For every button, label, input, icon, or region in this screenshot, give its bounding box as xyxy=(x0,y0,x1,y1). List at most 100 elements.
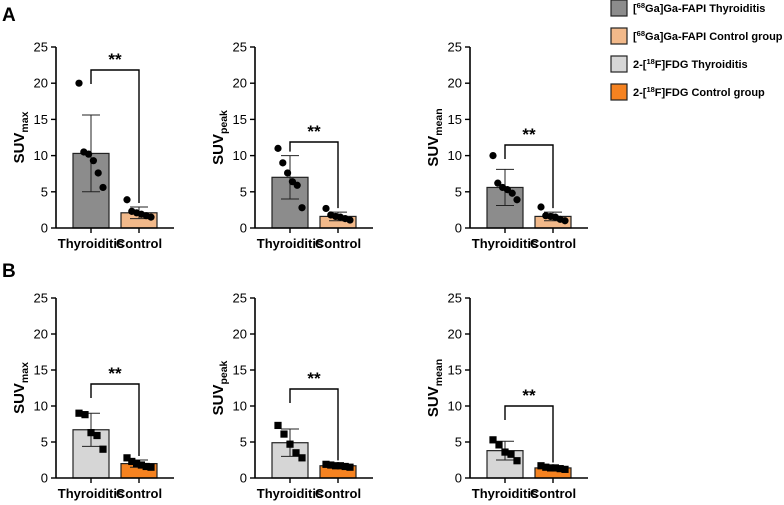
data-point xyxy=(142,462,150,471)
y-axis-label-sub: max xyxy=(19,362,31,383)
data-point xyxy=(551,464,559,472)
legend-entry: 2-[18F]FDG Control group xyxy=(610,83,765,101)
data-point xyxy=(298,204,306,212)
legend-label-sup: 18 xyxy=(646,85,654,94)
significance-label: ** xyxy=(522,386,536,405)
y-axis-label: SUVmean xyxy=(425,359,445,417)
y-axis-label-main: SUV xyxy=(11,383,28,414)
data-point xyxy=(284,169,292,177)
legend: [68Ga]Ga-FAPI Thyroiditis [68Ga]Ga-FAPI … xyxy=(610,0,783,101)
y-tick-label: 25 xyxy=(233,40,247,55)
data-point xyxy=(561,465,569,473)
y-tick-label: 15 xyxy=(448,112,462,127)
y-tick-label: 15 xyxy=(34,363,48,378)
y-tick-label: 10 xyxy=(233,399,247,414)
x-tick-label: Thyroiditis xyxy=(58,486,124,501)
data-point xyxy=(87,429,95,437)
legend-swatch xyxy=(610,27,628,45)
significance-bracket xyxy=(504,405,554,463)
data-point xyxy=(128,457,136,466)
y-tick-label: 0 xyxy=(455,221,462,236)
x-tick-label: Control xyxy=(116,236,162,251)
y-axis-label-sub: peak xyxy=(218,360,230,384)
y-tick-label: 10 xyxy=(448,399,462,414)
legend-swatch xyxy=(610,83,628,101)
legend-label-sup: 18 xyxy=(646,57,654,66)
data-point xyxy=(322,460,330,468)
y-axis-label-sub: max xyxy=(19,111,31,132)
y-tick-label: 25 xyxy=(233,291,247,306)
data-point xyxy=(346,216,354,224)
data-point xyxy=(336,462,344,470)
data-point xyxy=(133,460,141,468)
data-point xyxy=(537,462,545,470)
data-point xyxy=(547,464,555,472)
data-point xyxy=(332,462,340,470)
y-tick-label: 0 xyxy=(240,471,247,486)
y-tick-label: 15 xyxy=(34,112,48,127)
data-point xyxy=(513,457,521,465)
x-tick-label: Thyroiditis xyxy=(257,486,323,501)
y-tick-label: 15 xyxy=(448,363,462,378)
data-point xyxy=(537,203,545,211)
y-axis-label-main: SUV xyxy=(425,386,442,417)
significance-bracket xyxy=(289,388,339,461)
x-tick-label: Thyroiditis xyxy=(472,236,538,251)
significance-bracket xyxy=(90,69,140,204)
y-axis-label: SUVmax xyxy=(11,111,31,163)
y-tick-label: 25 xyxy=(448,291,462,306)
significance-label: ** xyxy=(108,50,122,69)
y-tick-label: 5 xyxy=(455,435,462,450)
y-axis-label-main: SUV xyxy=(425,136,442,167)
y-tick-label: 20 xyxy=(448,76,462,91)
data-point xyxy=(501,448,509,456)
y-tick-label: 5 xyxy=(240,435,247,450)
y-tick-label: 0 xyxy=(240,221,247,236)
data-point xyxy=(489,436,497,444)
data-point xyxy=(561,217,569,225)
y-tick-label: 20 xyxy=(233,327,247,342)
y-tick-label: 0 xyxy=(41,471,48,486)
y-tick-label: 25 xyxy=(34,40,48,55)
data-point xyxy=(93,431,101,440)
y-axis-label-sub: mean xyxy=(433,359,445,386)
legend-label: 2-[18F]FDG Thyroiditis xyxy=(633,57,748,71)
data-point xyxy=(137,461,145,469)
y-axis-label-main: SUV xyxy=(210,134,227,165)
legend-label-post: Ga]Ga-FAPI Control group xyxy=(645,31,783,43)
y-axis-label-sub: mean xyxy=(433,108,445,135)
y-tick-label: 10 xyxy=(233,148,247,163)
y-tick-label: 20 xyxy=(34,76,48,91)
y-tick-label: 0 xyxy=(455,471,462,486)
y-tick-label: 20 xyxy=(34,327,48,342)
y-axis-label-main: SUV xyxy=(11,133,28,164)
data-point xyxy=(494,179,502,187)
legend-entry: 2-[18F]FDG Thyroiditis xyxy=(610,55,748,73)
legend-entry: [68Ga]Ga-FAPI Control group xyxy=(610,27,783,45)
data-point xyxy=(322,204,330,213)
x-tick-label: Thyroiditis xyxy=(58,236,124,251)
legend-label-post: F]FDG Control group xyxy=(655,87,765,99)
y-tick-label: 10 xyxy=(448,148,462,163)
legend-label-pre: 2-[ xyxy=(633,59,647,71)
y-tick-label: 25 xyxy=(34,291,48,306)
legend-entry: [68Ga]Ga-FAPI Thyroiditis xyxy=(610,0,765,17)
data-point xyxy=(89,157,97,165)
data-point xyxy=(508,189,516,197)
y-tick-label: 15 xyxy=(233,363,247,378)
x-tick-label: Control xyxy=(116,486,162,501)
legend-label: 2-[18F]FDG Control group xyxy=(633,85,765,99)
significance-bracket xyxy=(289,141,339,209)
data-point xyxy=(507,450,515,458)
significance-label: ** xyxy=(307,122,321,141)
data-point xyxy=(298,454,306,462)
data-point xyxy=(286,440,294,448)
y-tick-label: 5 xyxy=(455,184,462,199)
legend-label-sup: 68 xyxy=(637,1,645,10)
y-axis-label: SUVmax xyxy=(11,362,31,414)
data-point xyxy=(274,144,282,152)
